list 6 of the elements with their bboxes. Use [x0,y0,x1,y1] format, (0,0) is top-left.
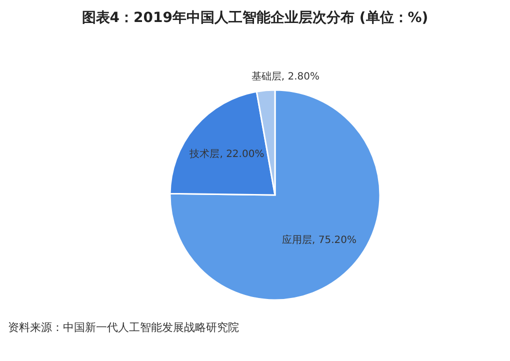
text: 资料来源：中国新一代人工智能发展战略研究院 [8,321,239,334]
slice-label: 技术层, 22.00% [188,148,264,160]
slice-label: 应用层, 75.20% [282,234,357,246]
slice-label: 基础层, 2.80% [251,70,320,82]
chart-title: 图表4：2019年中国人工智能企业层次分布 (单位：%) [82,10,428,26]
pie-slice [169,89,381,301]
